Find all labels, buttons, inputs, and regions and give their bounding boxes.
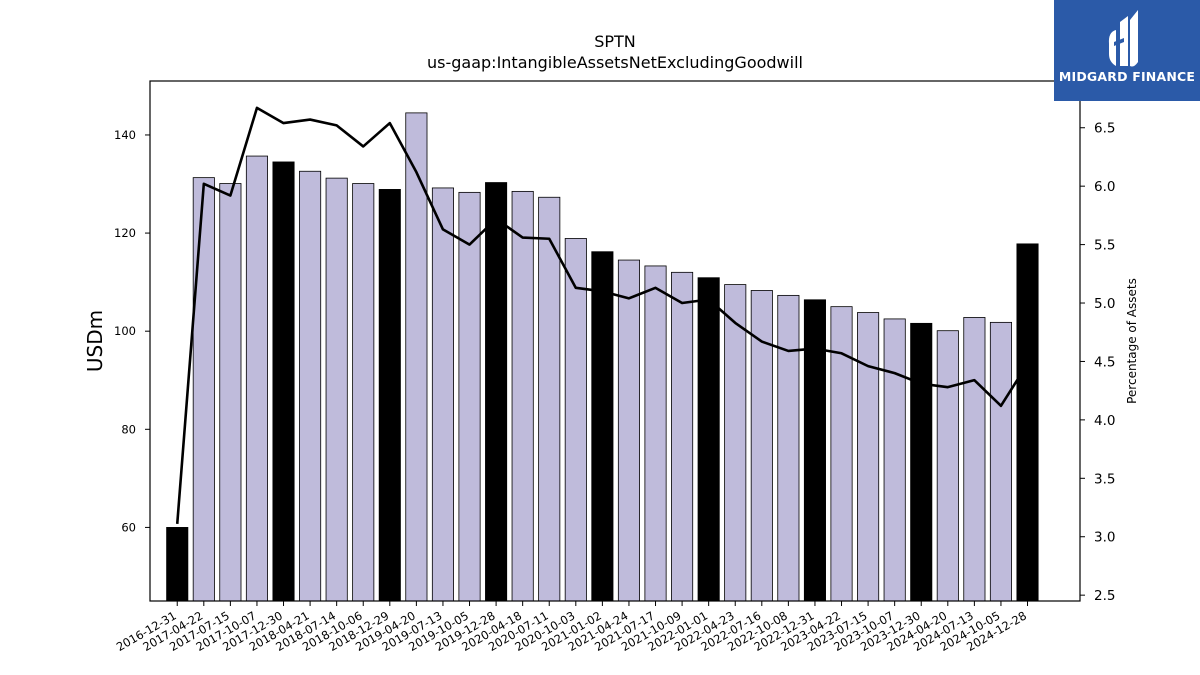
y2-tick-label: 3.5 <box>1094 471 1115 487</box>
bar <box>538 196 561 602</box>
bar <box>378 189 401 602</box>
y2-tick-label: 3.0 <box>1094 530 1115 546</box>
percentage-line <box>175 106 1029 524</box>
bar <box>644 265 667 602</box>
bar <box>697 277 720 602</box>
bar <box>1016 243 1039 602</box>
y2-axis-label: Percentage of Assets <box>1125 278 1139 404</box>
brand-name: MIDGARD FINANCE <box>1058 69 1196 84</box>
bar <box>272 161 295 602</box>
bar <box>166 527 189 602</box>
y-tick-label: 140 <box>114 128 136 142</box>
bar <box>511 190 534 602</box>
bar <box>910 322 933 602</box>
bar <box>564 238 587 602</box>
chart-title: SPTN <box>594 32 636 51</box>
bar <box>352 183 375 602</box>
y-tick-label: 120 <box>114 226 136 240</box>
y-tick-label: 80 <box>121 422 136 436</box>
bar <box>192 177 215 602</box>
bar <box>299 170 322 602</box>
bar <box>325 177 348 602</box>
bar <box>883 318 906 602</box>
bar <box>936 330 959 602</box>
bar <box>617 259 640 602</box>
bar <box>777 294 800 602</box>
y-tick-label: 100 <box>114 324 136 338</box>
y2-tick-label: 6.5 <box>1094 121 1115 137</box>
bar <box>724 284 747 602</box>
y2-tick-label: 5.5 <box>1094 238 1115 254</box>
y-tick-label: 60 <box>121 520 136 534</box>
y2-tick-label: 4.0 <box>1094 413 1115 429</box>
bar <box>963 317 986 602</box>
bar <box>803 299 826 602</box>
bar <box>219 183 242 602</box>
bar <box>485 182 508 602</box>
bar <box>245 155 268 602</box>
y2-tick-label: 2.5 <box>1094 588 1115 604</box>
bar <box>671 271 694 602</box>
bar <box>989 321 1012 602</box>
y2-tick-label: 4.5 <box>1094 354 1115 370</box>
bar <box>431 187 454 602</box>
midgard-logo-icon <box>1108 10 1138 67</box>
bar <box>857 312 880 602</box>
plot-frame <box>149 80 1081 602</box>
chart-subtitle: us-gaap:IntangibleAssetsNetExcludingGood… <box>427 53 803 72</box>
bar <box>591 251 614 602</box>
brand-logo: MIDGARD FINANCE <box>1054 0 1200 101</box>
y2-tick-label: 6.0 <box>1094 179 1115 195</box>
bar <box>458 191 481 602</box>
y2-tick-label: 5.0 <box>1094 296 1115 312</box>
y-axis-label: USDm <box>83 310 107 372</box>
